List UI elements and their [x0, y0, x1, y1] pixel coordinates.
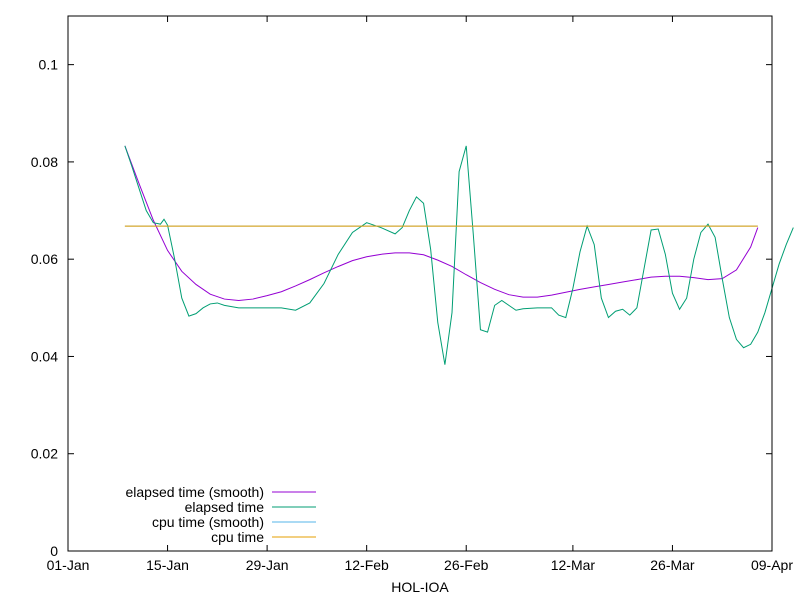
y-axis-ticks: 0 0.02 0.04 0.06 0.08 0.1 — [31, 57, 772, 559]
legend-label: cpu time (smooth) — [152, 514, 264, 530]
x-tick-label: 26-Feb — [444, 557, 489, 573]
series-line-elapsed-time-smooth — [124, 145, 759, 302]
x-tick-label: 12-Feb — [344, 557, 389, 573]
x-tick-label: 01-Jan — [47, 557, 90, 573]
x-tick-label: 29-Jan — [246, 557, 289, 573]
legend-label: elapsed time (smooth) — [125, 484, 264, 500]
x-tick-label: 26-Mar — [650, 557, 695, 573]
x-tick-label: 12-Mar — [551, 557, 596, 573]
legend-label: elapsed time — [185, 499, 265, 515]
y-tick-label: 0.06 — [31, 251, 58, 267]
series-layer — [124, 145, 794, 365]
y-tick-label: 0 — [50, 543, 58, 559]
y-tick-label: 0.04 — [31, 348, 58, 364]
x-tick-label: 09-Apr — [751, 557, 793, 573]
plot-frame — [67, 15, 773, 552]
y-tick-label: 0.02 — [31, 446, 58, 462]
y-tick-label: 0.08 — [31, 154, 58, 170]
y-tick-label: 0.1 — [39, 57, 59, 73]
x-axis-label: HOL-IOA — [391, 579, 449, 595]
legend-label: cpu time — [211, 529, 264, 545]
series-line-elapsed-time — [124, 145, 794, 365]
x-tick-label: 15-Jan — [146, 557, 189, 573]
x-axis-ticks: 01-Jan 15-Jan 29-Jan 12-Feb 26-Feb 12-Mar 26-M… — [47, 16, 793, 573]
